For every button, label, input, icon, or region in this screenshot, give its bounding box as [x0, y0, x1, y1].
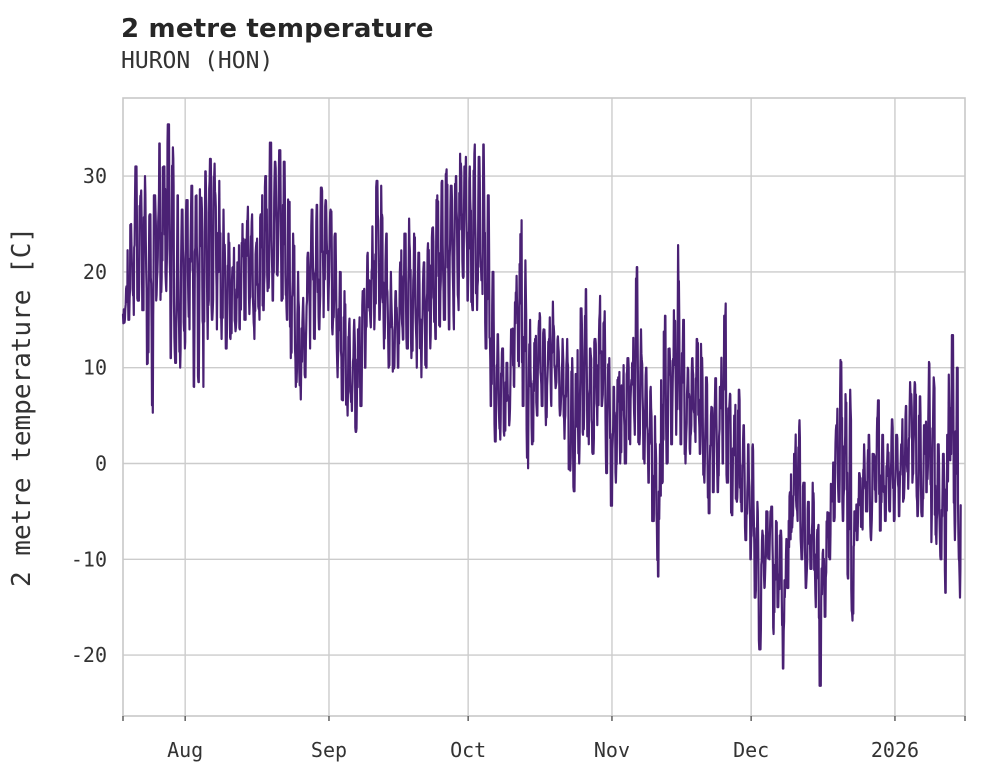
- x-tick-label: Aug: [167, 738, 203, 762]
- x-tick-label: Oct: [450, 738, 486, 762]
- chart-subtitle: HURON (HON): [121, 48, 274, 74]
- y-tick-label: 20: [83, 260, 107, 284]
- y-tick-label: -20: [71, 643, 107, 667]
- x-tick-label: Dec: [733, 738, 769, 762]
- plot-frame: [122, 97, 966, 717]
- y-axis-label: 2 metre temperature [C]: [7, 227, 37, 587]
- y-tick-label: 0: [95, 452, 107, 476]
- x-tick-label: Sep: [311, 738, 347, 762]
- temperature-line: [121, 123, 962, 687]
- y-tick-label: -10: [71, 547, 107, 571]
- chart-title: 2 metre temperature: [121, 14, 434, 44]
- y-tick-label: 30: [83, 164, 107, 188]
- y-tick-label: 10: [83, 356, 107, 380]
- x-tick-label: Nov: [594, 738, 630, 762]
- x-tick-label: 2026: [871, 738, 919, 762]
